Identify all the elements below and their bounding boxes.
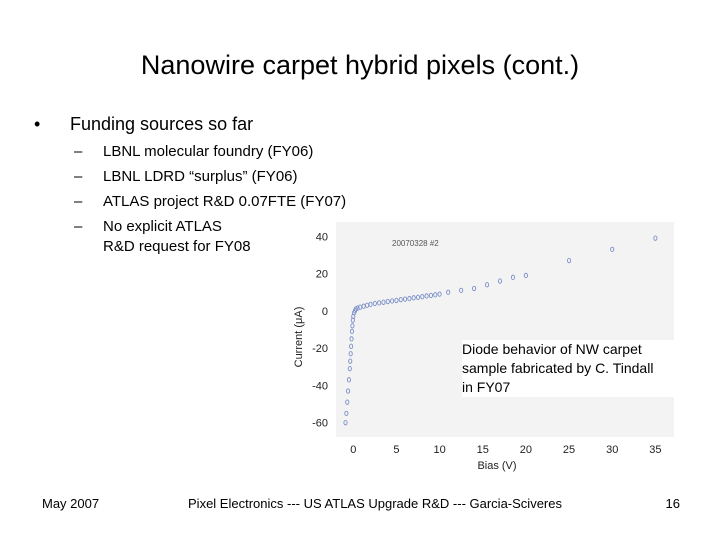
bullet-text: Funding sources so far bbox=[70, 114, 254, 134]
data-point bbox=[343, 420, 348, 426]
data-point bbox=[411, 295, 416, 301]
sub-item: – No explicit ATLAS R&D request for FY08 bbox=[74, 217, 251, 257]
plot-area bbox=[336, 222, 674, 437]
x-tick-label: 30 bbox=[606, 444, 618, 456]
chart-caption: Diode behavior of NW carpet sample fabri… bbox=[462, 340, 692, 397]
bullet-funding: • Funding sources so far bbox=[34, 114, 253, 135]
data-point bbox=[346, 388, 351, 394]
data-point bbox=[385, 298, 390, 305]
y-axis-label: Current (μA) bbox=[293, 307, 305, 368]
data-point bbox=[348, 358, 353, 364]
dash-marker: – bbox=[74, 168, 83, 185]
footer-title: Pixel Electronics --- US ATLAS Upgrade R… bbox=[188, 496, 562, 511]
data-point bbox=[567, 257, 572, 264]
data-point bbox=[347, 365, 352, 372]
bullet-marker: • bbox=[34, 114, 41, 134]
data-point bbox=[394, 297, 399, 304]
y-tick-label: 40 bbox=[316, 231, 328, 243]
data-point bbox=[523, 272, 528, 279]
x-tick-label: 5 bbox=[393, 444, 399, 456]
data-point bbox=[344, 410, 349, 417]
dash-marker: – bbox=[74, 193, 83, 210]
sub-item-text: No explicit ATLAS R&D request for FY08 bbox=[103, 218, 251, 255]
data-point bbox=[407, 295, 412, 302]
x-tick-label: 35 bbox=[649, 444, 661, 456]
y-tick-label: 20 bbox=[316, 269, 328, 281]
data-point bbox=[377, 300, 382, 306]
y-tick-label: -60 bbox=[312, 418, 328, 430]
data-point bbox=[653, 235, 658, 241]
data-point bbox=[459, 287, 464, 294]
data-point bbox=[381, 299, 386, 305]
y-tick-label: -20 bbox=[312, 343, 328, 355]
x-tick-label: 15 bbox=[477, 444, 489, 456]
data-point bbox=[349, 328, 355, 335]
sub-item-text: LBNL LDRD “surplus” (FY06) bbox=[103, 168, 298, 185]
dash-marker: – bbox=[74, 218, 83, 235]
sub-item: – LBNL LDRD “surplus” (FY06) bbox=[74, 167, 298, 187]
x-tick-label: 25 bbox=[563, 444, 575, 456]
x-axis-label: Bias (V) bbox=[477, 460, 516, 472]
data-point bbox=[510, 274, 515, 280]
data-point bbox=[350, 323, 355, 329]
data-point bbox=[372, 300, 377, 307]
data-point bbox=[415, 294, 421, 300]
data-point bbox=[355, 305, 360, 311]
data-point bbox=[348, 351, 353, 357]
data-point bbox=[390, 298, 395, 304]
data-point bbox=[437, 291, 442, 297]
data-point bbox=[349, 336, 354, 342]
data-point bbox=[403, 296, 408, 302]
dash-marker: – bbox=[74, 143, 83, 160]
data-point bbox=[420, 294, 425, 300]
data-point bbox=[485, 282, 490, 288]
sub-item: – ATLAS project R&D 0.07FTE (FY07) bbox=[74, 192, 346, 212]
x-tick-label: 0 bbox=[350, 444, 356, 456]
data-point bbox=[349, 343, 354, 349]
data-point bbox=[446, 289, 451, 295]
y-tick-label: -40 bbox=[312, 380, 328, 392]
x-tick-label: 10 bbox=[433, 444, 445, 456]
data-point bbox=[497, 278, 503, 284]
data-point bbox=[368, 301, 373, 307]
slide-title: Nanowire carpet hybrid pixels (cont.) bbox=[140, 50, 580, 80]
data-point bbox=[424, 293, 429, 299]
data-point bbox=[472, 285, 477, 292]
data-point bbox=[346, 377, 351, 383]
sub-item-text: ATLAS project R&D 0.07FTE (FY07) bbox=[103, 193, 347, 210]
data-point bbox=[350, 317, 355, 323]
data-point bbox=[398, 297, 403, 303]
x-tick-label: 20 bbox=[520, 444, 532, 456]
page-number: 16 bbox=[665, 496, 680, 511]
data-point bbox=[433, 292, 438, 298]
sub-item-text: LBNL molecular foundry (FY06) bbox=[103, 143, 314, 160]
sample-annotation: 20070328 #2 bbox=[392, 239, 439, 248]
y-tick-label: 0 bbox=[322, 306, 328, 318]
data-point bbox=[428, 292, 433, 299]
data-point bbox=[610, 246, 615, 253]
sub-item: – LBNL molecular foundry (FY06) bbox=[74, 142, 313, 162]
data-point bbox=[345, 399, 350, 405]
footer-date: May 2007 bbox=[42, 496, 100, 511]
